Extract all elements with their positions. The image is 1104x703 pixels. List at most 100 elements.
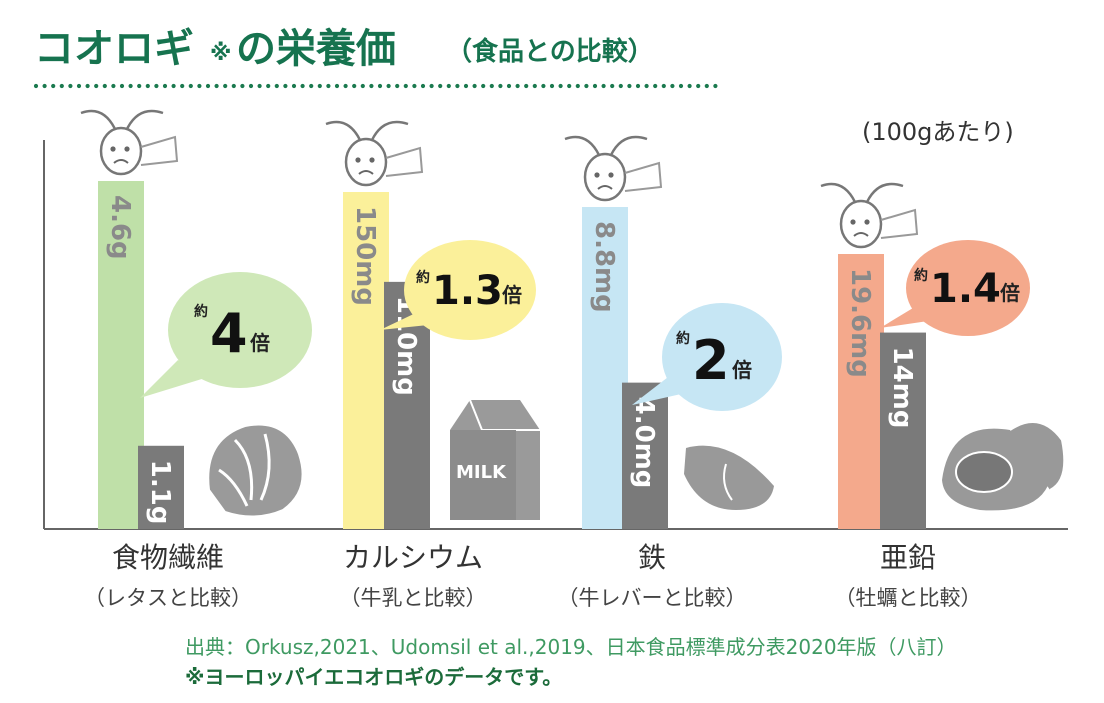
divider-dot: [549, 83, 555, 89]
milk-carton-icon: MILK: [450, 399, 540, 520]
divider-dot: [687, 83, 692, 89]
divider-dot: [369, 83, 374, 89]
divider-dot: [627, 83, 632, 89]
ratio-value: 4: [210, 302, 248, 365]
divider-dot: [33, 83, 39, 89]
ratio-prefix: 約: [914, 267, 928, 284]
divider-dot: [59, 83, 64, 89]
cricket-value-label: 8.8mg: [589, 221, 619, 313]
ratio-suffix: 倍: [250, 331, 270, 355]
chart-subtitle: （食品との比較）: [446, 36, 654, 67]
divider-dot: [420, 83, 426, 89]
cricket-bar: [98, 181, 144, 529]
divider-dot: [541, 83, 546, 89]
food-bar: [622, 382, 668, 529]
beef-liver-icon: [684, 445, 774, 510]
bubble-body: [906, 240, 1030, 336]
cricket-bar: [582, 207, 628, 529]
divider-dot: [334, 83, 340, 89]
bubble-body: [168, 272, 312, 388]
ratio-suffix: 倍: [732, 358, 752, 382]
divider-dot: [180, 83, 185, 89]
milk-label: MILK: [456, 462, 507, 483]
divider-dot: [360, 83, 365, 89]
divider-dot: [567, 83, 572, 89]
cricket-face-icon: [80, 109, 179, 176]
divider-dot: [644, 83, 649, 89]
divider-dot: [205, 83, 211, 89]
divider-dot: [670, 83, 675, 89]
bubble-body: [404, 240, 536, 340]
divider-dot: [489, 83, 494, 89]
divider-dot: [51, 83, 56, 89]
divider-dot: [601, 83, 606, 89]
divider-dot: [42, 83, 47, 89]
divider-dot: [85, 83, 90, 89]
divider-dot: [248, 83, 254, 89]
divider-dot: [498, 83, 503, 89]
category-label: カルシウム: [343, 541, 483, 574]
divider-dot: [558, 83, 563, 89]
divider-dot: [506, 83, 512, 89]
divider-dot: [154, 83, 159, 89]
divider-dot: [524, 83, 529, 89]
cricket-bar: [343, 192, 389, 529]
divider-dot: [584, 83, 589, 89]
divider-dot: [188, 83, 193, 89]
divider-dot: [266, 83, 271, 89]
category-group: 19.6mg 14mg 約 1.4 倍亜鉛 （牡蠣と比較）: [820, 182, 1066, 610]
divider-dot: [386, 83, 391, 89]
ratio-suffix: 倍: [502, 283, 522, 307]
divider-dot: [214, 83, 219, 89]
divider-dot: [481, 83, 486, 89]
chart-title-suffix: の栄養価: [236, 26, 396, 72]
ratio-bubble: 約 1.4 倍: [880, 240, 1030, 336]
bubble-body: [662, 303, 782, 411]
divider-dot: [472, 83, 477, 89]
divider-dot: [274, 83, 279, 89]
category-label: 鉄: [638, 541, 666, 574]
divider-dot: [704, 83, 709, 89]
divider-dot: [111, 83, 116, 89]
divider-dot: [463, 83, 469, 89]
divider-dot: [635, 83, 641, 89]
divider-dot: [412, 83, 417, 89]
comparison-label: （レタスと比較）: [84, 586, 252, 610]
divider-dot: [300, 83, 305, 89]
divider-dot: [119, 83, 125, 89]
cricket-face-icon: [325, 120, 424, 187]
divider-dot: [661, 83, 666, 89]
divider-dot: [455, 83, 460, 89]
divider-dot: [128, 83, 133, 89]
cricket-bar: [838, 254, 884, 529]
divider-dot: [162, 83, 168, 89]
source-citation: 出典：Orkusz,2021、Udomsil et al.,2019、日本食品標…: [185, 635, 957, 659]
divider-dot: [377, 83, 383, 89]
divider-dot: [283, 83, 288, 89]
divider-dot: [102, 83, 107, 89]
comparison-label: （牛レバーと比較）: [558, 586, 747, 610]
divider-dot: [575, 83, 580, 89]
divider-dot: [68, 83, 73, 89]
lettuce-icon: [207, 423, 304, 518]
divider-dot: [403, 83, 408, 89]
divider-dot: [610, 83, 615, 89]
divider-dot: [713, 83, 718, 89]
category-label: 食物繊維: [112, 541, 224, 574]
ratio-prefix: 約: [676, 330, 690, 347]
oyster-icon: [942, 421, 1066, 511]
chart-title-mark: ※: [210, 41, 231, 66]
comparison-label: （牡蠣と比較）: [835, 586, 982, 610]
divider-dot: [515, 83, 520, 89]
food-value-label: 1.1g: [145, 460, 175, 525]
unit-note: (100gあたり): [862, 118, 1014, 146]
divider-dot: [653, 83, 658, 89]
divider-dot: [94, 83, 99, 89]
category-label: 亜鉛: [880, 541, 936, 574]
divider-dot: [446, 83, 451, 89]
divider-dot: [352, 83, 357, 89]
